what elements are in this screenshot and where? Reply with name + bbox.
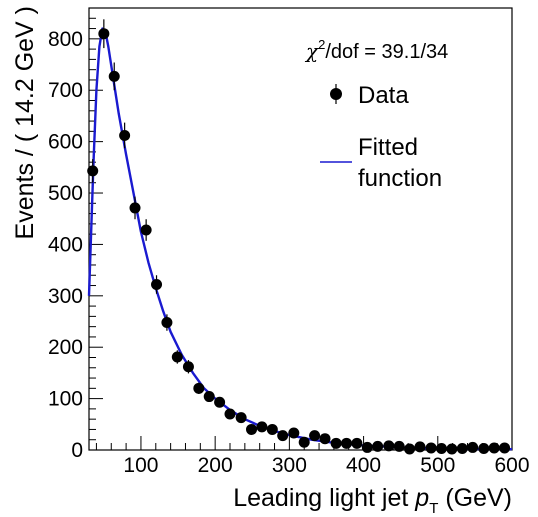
plot-frame — [88, 7, 513, 451]
data-point — [203, 391, 215, 403]
data-point — [129, 202, 141, 214]
data-point — [214, 396, 226, 408]
data-point — [171, 351, 183, 363]
y-tick-label: 700 — [48, 79, 83, 102]
x-tick-label: 200 — [198, 454, 233, 477]
label-layer: 100 200 300 400 500 600 0 100 200 300 400 500 600 700… — [11, 6, 530, 517]
data-point — [488, 442, 500, 454]
data-point — [456, 442, 468, 454]
data-point — [404, 443, 416, 455]
data-point — [478, 442, 490, 454]
legend-data-label: Data — [358, 82, 409, 109]
y-tick-label: 600 — [48, 131, 83, 154]
fit-layer — [87, 27, 513, 451]
data-point — [446, 443, 458, 455]
y-tick-label: 800 — [48, 28, 83, 51]
data-point — [319, 433, 331, 445]
legend: χ2/dof = 39.1/34 Data Fitted function — [304, 37, 448, 192]
legend-fit-label-line1: Fitted — [358, 134, 418, 161]
data-point — [372, 440, 384, 452]
data-layer — [87, 19, 511, 455]
x-tick-label: 600 — [494, 454, 529, 477]
data-point — [224, 408, 236, 420]
data-point — [288, 427, 300, 439]
y-tick-label: 300 — [48, 285, 83, 308]
data-point — [351, 437, 363, 449]
data-point — [383, 440, 395, 452]
data-point — [277, 430, 289, 442]
legend-fit-label-line2: function — [358, 165, 442, 192]
data-point — [98, 28, 110, 40]
x-tick-label: 100 — [123, 454, 158, 477]
data-point — [436, 442, 447, 454]
data-point — [246, 423, 258, 435]
y-tick-label: 200 — [48, 336, 83, 359]
data-point — [414, 441, 426, 453]
data-point — [499, 442, 511, 454]
data-point — [182, 361, 194, 373]
y-tick-label: 0 — [71, 439, 83, 462]
data-point — [467, 441, 479, 453]
data-point — [309, 430, 321, 442]
chi2-annotation: χ2/dof = 39.1/34 — [304, 37, 448, 63]
data-point — [361, 441, 373, 453]
data-point — [87, 165, 99, 177]
data-point — [425, 442, 437, 454]
data-point — [119, 129, 131, 141]
axes-layer — [88, 7, 513, 451]
x-axis-title: Leading light jet pT (GeV) — [233, 484, 512, 517]
data-point — [108, 70, 120, 82]
data-point — [151, 279, 163, 291]
data-point — [256, 421, 268, 433]
x-tick-label: 400 — [346, 454, 381, 477]
data-point — [298, 436, 310, 448]
data-point — [161, 317, 173, 329]
data-point — [393, 440, 405, 452]
y-tick-label: 500 — [48, 182, 83, 205]
legend-data-marker — [330, 88, 342, 100]
data-point — [341, 437, 353, 449]
data-point — [266, 423, 278, 435]
y-tick-label: 100 — [48, 388, 83, 411]
data-point — [235, 412, 247, 424]
data-point — [330, 437, 342, 449]
data-point — [140, 224, 152, 236]
x-tick-label: 500 — [420, 454, 455, 477]
data-point — [193, 382, 205, 394]
x-tick-label: 300 — [272, 454, 307, 477]
fitted-function-line — [87, 27, 513, 451]
y-tick-label: 400 — [48, 233, 83, 256]
y-axis-title: Events / ( 14.2 GeV ) — [11, 6, 39, 239]
